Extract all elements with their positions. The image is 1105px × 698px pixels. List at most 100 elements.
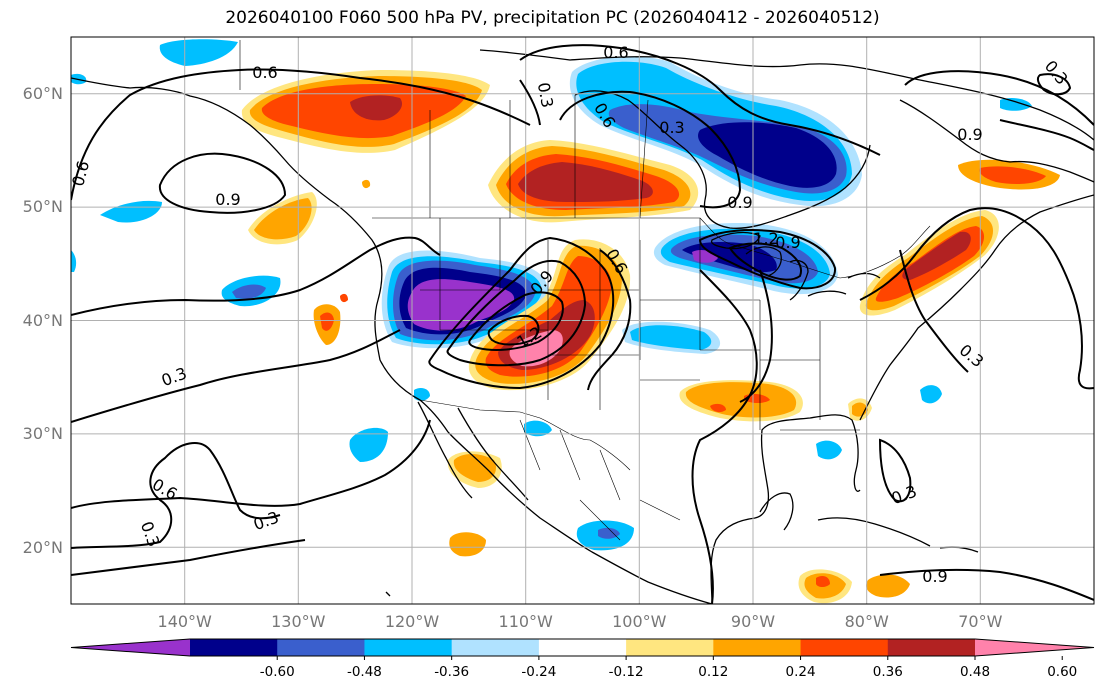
pv-contour-0.9-ak — [158, 152, 287, 214]
pv-contour-trough-inner — [487, 314, 540, 346]
contour-label: 0.3 — [659, 118, 684, 137]
precip-pos-carib2-orange — [866, 574, 910, 598]
coast-alaska — [71, 77, 449, 433]
colorbar-segment — [800, 639, 889, 656]
pv-contour-0.6-west — [71, 236, 441, 316]
precip-pos-ne-crimson — [902, 231, 971, 280]
colorbar-segment — [887, 639, 976, 656]
contour-label: 0.9 — [922, 567, 947, 586]
precip-neg-sgulf-blue — [598, 527, 620, 539]
colorbar-tick-label: 0.60 — [1047, 664, 1077, 680]
lat-tick-label: 60°N — [23, 84, 63, 103]
pv-contour-0.6-nbc — [519, 79, 541, 126]
lon-tick-label: 140°W — [158, 612, 213, 631]
colorbar-tick-label: -0.36 — [434, 664, 469, 680]
pv-contour-east-0.6 — [739, 269, 773, 403]
coast-pacific-mx — [447, 431, 713, 604]
pv-contour-0.6-plains — [587, 249, 632, 391]
lat-tick-label: 20°N — [23, 538, 63, 557]
colorbar-segment — [451, 639, 540, 656]
lat-tick-label: 50°N — [23, 197, 63, 216]
pv-contour-lakes-1.2 — [728, 242, 802, 281]
precip-neg-central-cyan — [630, 325, 712, 350]
coast-cuba — [817, 517, 931, 547]
precip-neg-pac-blue — [232, 284, 266, 299]
coast-gulf — [710, 414, 861, 604]
precip-pos-or-dot — [340, 293, 348, 303]
coast-labrador — [899, 99, 1094, 183]
colorbar-tick-label: 0.36 — [873, 664, 903, 680]
pv-contour-atl-0.6 — [899, 249, 969, 373]
pv-contour-east-0.3 — [691, 269, 758, 604]
pv-contour-trough-0.9 — [446, 260, 587, 367]
colorbar-extend-max — [975, 639, 1094, 656]
lon-tick-label: 70°W — [958, 612, 1002, 631]
contour-label: 0.6 — [68, 159, 93, 189]
colorbar-segment — [538, 639, 627, 656]
map-frame — [70, 36, 1095, 605]
lon-tick-label: 90°W — [731, 612, 775, 631]
pv-contour-0.6-ak — [71, 68, 531, 201]
map-layers: 0.6 0.6 0.9 0.6 0.3 0.9 0.9 0.6 1.2 0.9 … — [68, 37, 1094, 604]
contour-label: 0.6 — [603, 43, 628, 62]
precip-pos-nflf-red — [979, 166, 1046, 184]
contour-label: 0.9 — [215, 190, 240, 209]
lon-tick-label: 100°W — [612, 612, 667, 631]
precip-pos-sw-pink — [509, 330, 563, 367]
precip-shading — [71, 39, 1060, 604]
contour-label: 0.9 — [957, 125, 982, 144]
colorbar-segment — [277, 639, 365, 656]
colorbar-tick-label: -0.60 — [260, 664, 295, 680]
pv-contour-fl-0.3 — [878, 438, 912, 503]
border-provinces — [429, 95, 649, 219]
lon-axis: 140°W 130°W 120°W 110°W 100°W 90°W 80°W … — [158, 612, 1003, 631]
precip-pos-prairie-crimson — [518, 162, 653, 202]
lon-tick-label: 130°W — [271, 612, 326, 631]
contour-label: 0.9 — [727, 193, 752, 212]
pv-contour-lab-loop — [1036, 73, 1072, 96]
pv-contour-hudson-0.6 — [559, 90, 742, 209]
pv-contour-0.6-south — [71, 442, 281, 549]
precip-pos-ak-crimson — [350, 95, 403, 121]
colorbar-tick-label: 0.12 — [698, 664, 728, 680]
pv-contour-hudson-0.3 — [519, 44, 881, 156]
colorbar-segment — [713, 639, 802, 656]
colorbar-extend-min — [71, 639, 190, 656]
precip-neg-atl-cyan — [920, 385, 942, 404]
colorbar-tick-label: -0.24 — [521, 664, 556, 680]
lat-axis: 60°N 50°N 40°N 30°N 20°N — [23, 84, 63, 557]
coast-hudson — [574, 90, 871, 229]
pv-contour-trough-1.2 — [468, 291, 564, 351]
contour-label: 0.6 — [252, 63, 277, 82]
precip-pos-bc-dot — [362, 179, 371, 189]
precip-neg-hi-cyan — [71, 250, 77, 272]
colorbar-segment — [190, 639, 278, 656]
precip-neg-lab-cyan — [1000, 98, 1032, 111]
precip-pos-carib-red — [816, 576, 830, 587]
colorbar: -0.60 -0.48 -0.36 -0.24 -0.12 0.12 0.24 0.36 0.4… — [70, 638, 1095, 680]
coastlines — [71, 49, 1094, 604]
coast-hawaii-dot — [385, 591, 391, 597]
pv-contour-atl-0.3 — [859, 207, 1094, 390]
border-us-mexico — [419, 399, 631, 471]
precip-neg-mx-cyan — [349, 427, 388, 462]
precip-neg-alaska-cyan — [159, 39, 238, 66]
precip-neg-fl-cyan — [816, 440, 842, 460]
lon-tick-label: 80°W — [845, 612, 889, 631]
lon-tick-label: 110°W — [499, 612, 554, 631]
precip-pos-wa-orange — [254, 198, 312, 240]
precip-pos-baja-orange — [453, 454, 497, 482]
precip-neg-hudson-navy — [698, 122, 837, 188]
precip-pos-ca-red — [320, 312, 334, 331]
contour-label: 0.3 — [534, 81, 557, 109]
coast-arctic — [479, 49, 1094, 141]
pv-contour-atl-0.9 — [904, 70, 1094, 126]
lon-tick-label: 120°W — [385, 612, 440, 631]
precip-pos-gulf-red2 — [710, 403, 726, 413]
precip-neg-tx-cyan — [524, 420, 552, 437]
coast-atlantic — [859, 194, 1094, 421]
coast-yucatan — [759, 492, 794, 531]
colorbar-tick-label: -0.48 — [347, 664, 382, 680]
contour-label: 1.2 — [753, 229, 778, 248]
